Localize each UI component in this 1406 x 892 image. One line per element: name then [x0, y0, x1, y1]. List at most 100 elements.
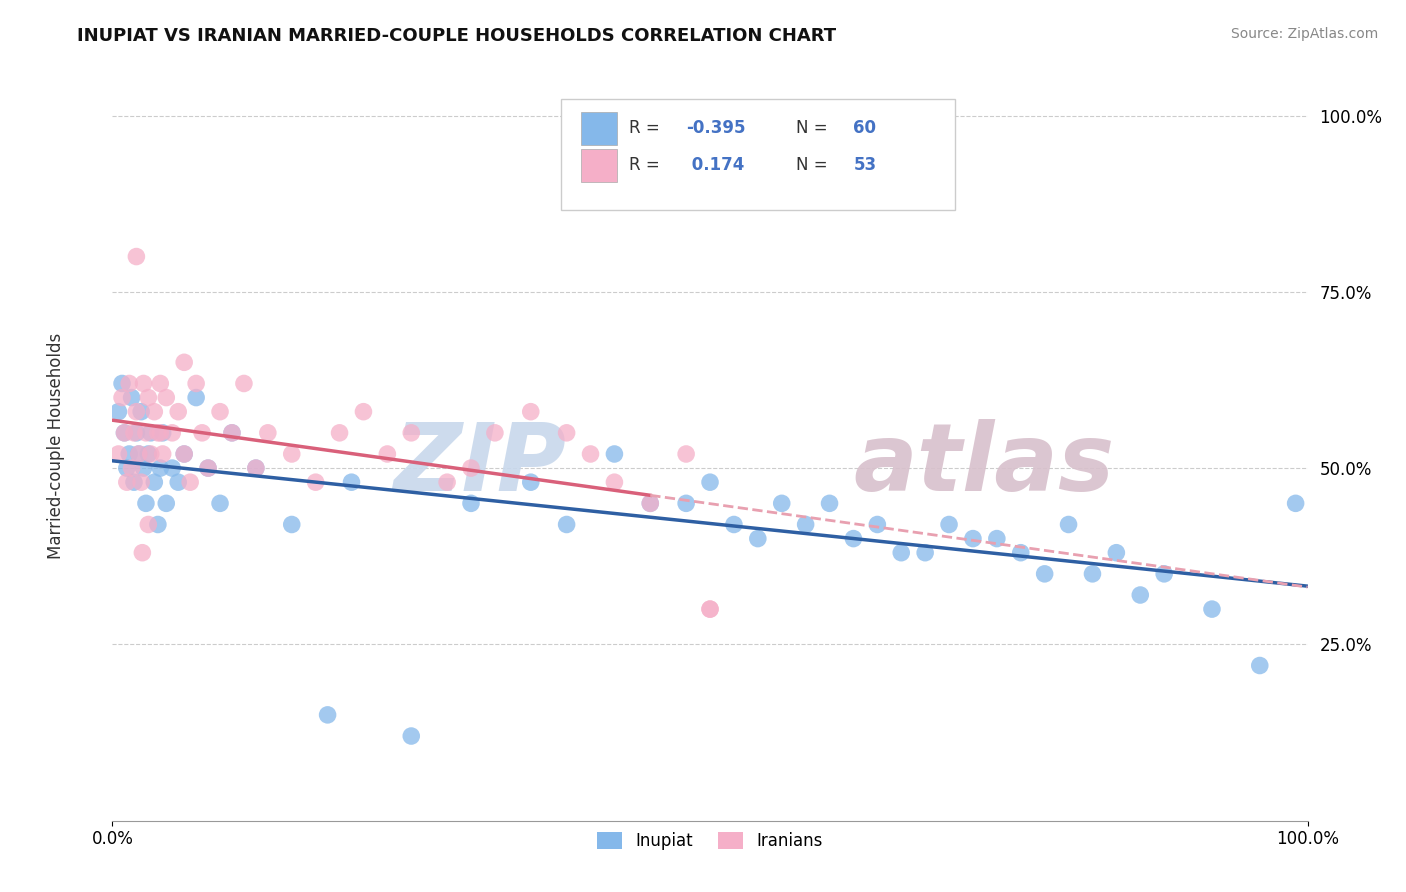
Point: [186, 391, 208, 405]
Point: [138, 517, 160, 532]
Point: [1201, 602, 1223, 616]
Point: [460, 496, 482, 510]
Point: [579, 447, 602, 461]
Point: [111, 391, 134, 405]
Point: [818, 496, 841, 510]
Point: [352, 405, 374, 419]
Text: ZIP: ZIP: [394, 419, 567, 511]
Point: [436, 475, 458, 490]
Point: [221, 425, 243, 440]
Point: [173, 447, 195, 461]
Point: [191, 425, 214, 440]
Point: [146, 425, 169, 440]
Point: [138, 391, 160, 405]
Text: R =: R =: [628, 156, 665, 175]
Point: [173, 447, 195, 461]
Point: [138, 447, 160, 461]
Point: [197, 461, 219, 475]
Point: [603, 447, 626, 461]
Point: [155, 391, 177, 405]
Point: [173, 355, 195, 369]
Point: [914, 546, 936, 560]
Point: [121, 391, 143, 405]
Point: [129, 475, 152, 490]
Point: [329, 425, 352, 440]
Point: [520, 405, 543, 419]
Text: N =: N =: [796, 120, 832, 137]
Point: [603, 475, 626, 490]
Point: [1105, 546, 1128, 560]
Legend: Inupiat, Iranians: Inupiat, Iranians: [591, 825, 830, 856]
Point: [245, 461, 267, 475]
Point: [209, 496, 232, 510]
Point: [305, 475, 328, 490]
Point: [1057, 517, 1080, 532]
Point: [640, 496, 662, 510]
Point: [186, 376, 208, 391]
Point: [197, 461, 219, 475]
Point: [221, 425, 243, 440]
Point: [1285, 496, 1308, 510]
Point: [128, 447, 150, 461]
Point: [111, 376, 134, 391]
FancyBboxPatch shape: [561, 99, 955, 210]
FancyBboxPatch shape: [581, 149, 617, 182]
Point: [962, 532, 984, 546]
Point: [128, 447, 150, 461]
Text: INUPIAT VS IRANIAN MARRIED-COUPLE HOUSEHOLDS CORRELATION CHART: INUPIAT VS IRANIAN MARRIED-COUPLE HOUSEH…: [77, 27, 837, 45]
Point: [149, 425, 172, 440]
Point: [699, 602, 721, 616]
Point: [135, 496, 157, 510]
Point: [555, 425, 578, 440]
Point: [1081, 566, 1104, 581]
Point: [257, 425, 280, 440]
Point: [938, 517, 960, 532]
Point: [118, 376, 141, 391]
Point: [209, 405, 232, 419]
Point: [122, 475, 145, 490]
Point: [152, 425, 174, 440]
Text: atlas: atlas: [853, 419, 1115, 511]
Point: [1153, 566, 1175, 581]
Point: [114, 425, 135, 440]
Point: [143, 405, 166, 419]
Point: [640, 496, 662, 510]
Point: [675, 447, 697, 461]
Text: -0.395: -0.395: [686, 120, 745, 137]
Point: [555, 517, 578, 532]
Point: [114, 425, 135, 440]
Point: [139, 425, 162, 440]
Point: [167, 475, 190, 490]
Point: [340, 475, 363, 490]
Point: [699, 475, 721, 490]
Point: [115, 475, 138, 490]
Point: [401, 425, 423, 440]
Point: [162, 425, 183, 440]
Point: [143, 475, 166, 490]
Point: [132, 461, 155, 475]
Point: [115, 461, 138, 475]
Point: [107, 405, 129, 419]
Point: [135, 425, 157, 440]
Text: Source: ZipAtlas.com: Source: ZipAtlas.com: [1230, 27, 1378, 41]
Point: [149, 461, 172, 475]
Point: [245, 461, 267, 475]
Point: [118, 447, 141, 461]
Point: [316, 707, 339, 722]
Point: [146, 517, 169, 532]
Point: [460, 461, 482, 475]
Point: [747, 532, 769, 546]
Point: [122, 425, 145, 440]
Point: [675, 496, 697, 510]
Point: [1033, 566, 1056, 581]
Point: [125, 405, 148, 419]
Point: [152, 447, 174, 461]
Point: [139, 447, 162, 461]
Point: [125, 250, 148, 264]
Point: [149, 376, 172, 391]
Text: 60: 60: [853, 120, 876, 137]
Text: 0.174: 0.174: [686, 156, 745, 175]
Point: [890, 546, 912, 560]
Point: [281, 517, 304, 532]
Point: [1129, 588, 1152, 602]
